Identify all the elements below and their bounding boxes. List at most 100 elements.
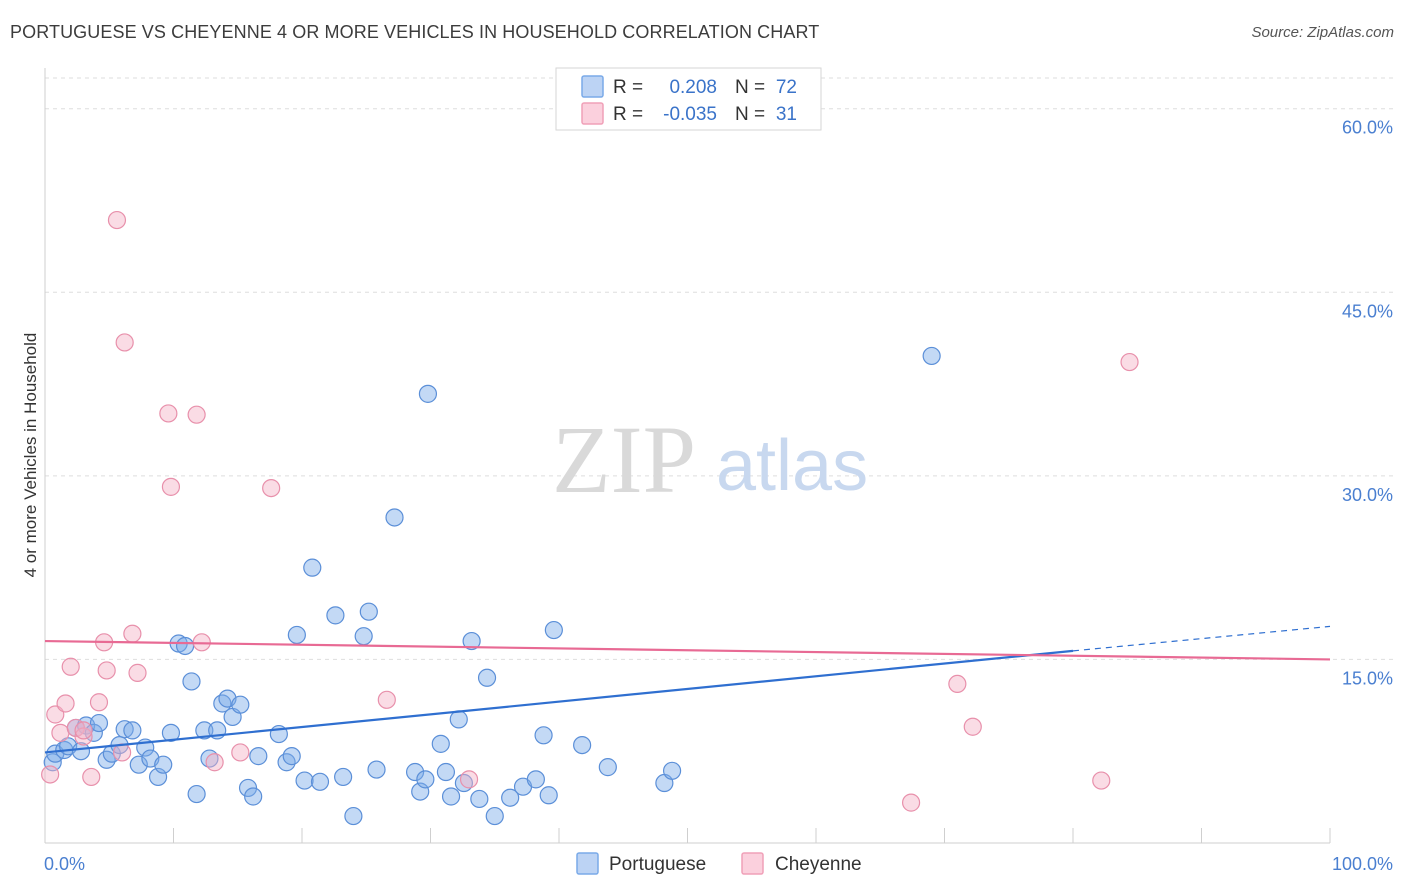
data-point-portuguese <box>175 636 195 656</box>
y-tick-label: 30.0% <box>1342 485 1393 505</box>
legend-swatch-cheyenne <box>741 852 764 875</box>
data-point-portuguese <box>359 602 378 621</box>
chart-source: Source: ZipAtlas.com <box>1251 24 1394 41</box>
data-point-portuguese <box>534 726 553 745</box>
data-point-cheyenne <box>205 753 224 772</box>
data-point-portuguese <box>244 787 263 806</box>
data-point-cheyenne <box>115 333 134 352</box>
data-point-cheyenne <box>161 477 181 496</box>
data-point-portuguese <box>501 788 520 807</box>
chart-title: PORTUGUESE VS CHEYENNE 4 OR MORE VEHICLE… <box>10 22 820 42</box>
data-point-cheyenne <box>128 663 147 682</box>
data-point-portuguese <box>326 606 345 625</box>
data-point-cheyenne <box>231 743 250 762</box>
series-legend: Portuguese Cheyenne <box>576 852 862 875</box>
legend-r-label: R = <box>613 104 643 125</box>
grid-lines <box>45 77 1395 660</box>
y-tick-label: 15.0% <box>1342 668 1393 688</box>
data-point-portuguese <box>249 747 268 766</box>
data-point-cheyenne <box>41 765 60 784</box>
legend-r-label: R = <box>613 77 643 98</box>
x-tick-label: 100.0% <box>1332 854 1393 874</box>
trend-lines <box>44 625 1331 754</box>
legend-r-value: -0.035 <box>663 104 717 125</box>
y-axis-label: 4 or more Vehicles in Household <box>21 333 40 578</box>
data-point-cheyenne <box>97 661 116 680</box>
data-point-portuguese <box>485 806 504 826</box>
data-point-portuguese <box>385 508 404 527</box>
legend-label-cheyenne: Cheyenne <box>775 854 862 875</box>
data-point-portuguese <box>129 755 148 774</box>
data-point-portuguese <box>539 786 558 805</box>
data-point-portuguese <box>310 772 330 791</box>
axes <box>44 68 1331 844</box>
data-point-cheyenne <box>187 405 206 424</box>
data-point-portuguese <box>89 713 109 733</box>
data-point-cheyenne <box>901 793 921 812</box>
data-point-portuguese <box>115 720 134 739</box>
data-point-portuguese <box>573 735 592 755</box>
data-point-cheyenne <box>107 210 127 230</box>
data-point-portuguese <box>154 755 173 774</box>
trend-line-cheyenne <box>44 639 1331 661</box>
data-point-portuguese <box>598 758 617 777</box>
y-tick-label: 60.0% <box>1342 118 1393 138</box>
y-tick-labels: 15.0% 30.0% 45.0% 60.0% <box>1342 118 1393 689</box>
x-tick-labels: 0.0% 100.0% <box>44 854 1393 874</box>
data-point-portuguese <box>161 723 181 742</box>
watermark-atlas: atlas <box>716 426 868 506</box>
data-point-portuguese <box>405 762 425 782</box>
legend-label-portuguese: Portuguese <box>609 854 706 875</box>
legend-n-value: 72 <box>776 77 797 98</box>
data-point-portuguese <box>303 558 322 577</box>
data-point-portuguese <box>462 631 481 651</box>
data-point-portuguese <box>231 695 250 714</box>
legend-r-value: 0.208 <box>669 77 717 98</box>
data-point-portuguese <box>182 672 201 691</box>
data-point-portuguese <box>416 770 435 789</box>
data-point-portuguese <box>662 761 682 780</box>
trend-line-extension-portuguese <box>1072 625 1331 652</box>
data-point-cheyenne <box>159 404 178 423</box>
data-point-portuguese <box>526 770 545 789</box>
data-point-cheyenne <box>262 478 281 498</box>
legend-swatch-cheyenne <box>581 102 604 125</box>
data-point-cheyenne <box>377 690 396 709</box>
data-point-cheyenne <box>948 674 967 694</box>
data-point-portuguese <box>195 721 214 740</box>
data-point-cheyenne <box>74 721 93 740</box>
data-point-portuguese <box>187 784 206 804</box>
data-point-portuguese <box>431 734 450 753</box>
data-point-portuguese <box>418 384 438 403</box>
data-point-portuguese <box>436 762 456 782</box>
data-points <box>41 210 1139 826</box>
data-point-portuguese <box>287 625 306 645</box>
data-point-cheyenne <box>963 717 982 736</box>
data-point-portuguese <box>238 778 258 798</box>
y-tick-label: 45.0% <box>1342 301 1393 321</box>
legend-swatch-portuguese <box>576 852 599 875</box>
data-point-portuguese <box>354 627 373 646</box>
x-tick-label: 0.0% <box>44 854 85 874</box>
watermark: ZIP atlas <box>552 406 868 513</box>
data-point-portuguese <box>449 710 468 729</box>
data-point-portuguese <box>295 771 314 790</box>
data-point-portuguese <box>334 767 353 787</box>
data-point-cheyenne <box>74 727 93 746</box>
legend-swatch-portuguese <box>581 75 604 98</box>
trend-line-portuguese <box>44 649 1074 754</box>
data-point-portuguese <box>470 789 489 809</box>
data-point-portuguese <box>282 747 301 766</box>
watermark-zip: ZIP <box>552 406 696 513</box>
data-point-cheyenne <box>82 767 101 787</box>
legend-n-value: 31 <box>776 104 797 125</box>
legend-n-label: N = <box>735 104 765 125</box>
data-point-portuguese <box>344 806 363 826</box>
data-point-portuguese <box>922 346 941 366</box>
data-point-portuguese <box>123 721 142 740</box>
data-point-portuguese <box>367 760 386 779</box>
data-point-cheyenne <box>1120 352 1139 372</box>
data-point-cheyenne <box>56 694 75 713</box>
data-point-cheyenne <box>1092 771 1111 790</box>
